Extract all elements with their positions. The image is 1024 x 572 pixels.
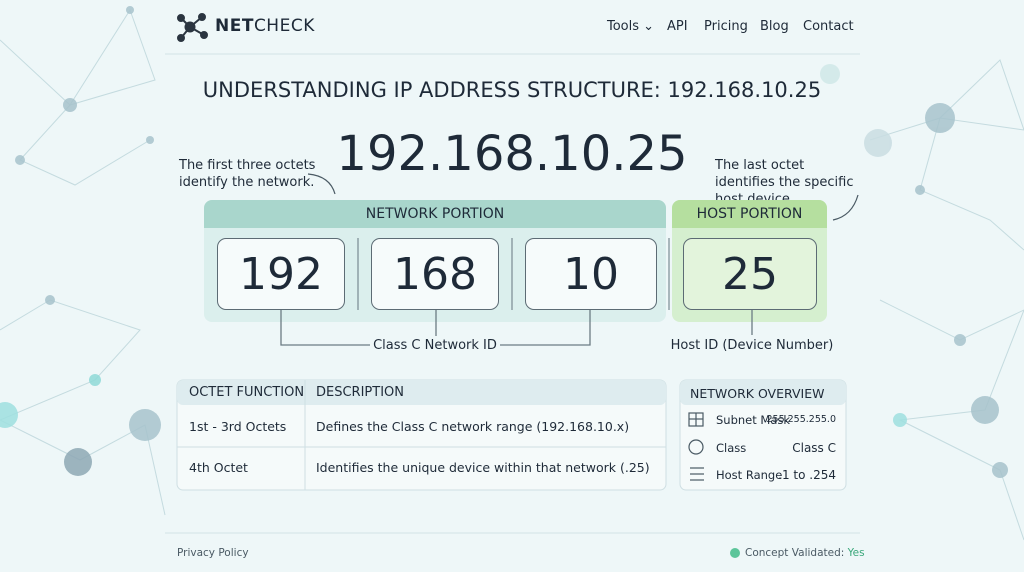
- table-cell: Identifies the unique device within that…: [316, 460, 650, 475]
- overview-label: Class: [716, 441, 747, 455]
- nav-link[interactable]: API: [667, 19, 688, 34]
- nav-link[interactable]: Pricing: [704, 19, 748, 34]
- network-id-label: Class C Network ID: [373, 338, 497, 353]
- privacy-link[interactable]: Privacy Policy: [177, 547, 249, 559]
- table-header: DESCRIPTION: [316, 385, 404, 400]
- octet: 192: [217, 238, 345, 310]
- logo[interactable]: NETCHECK: [215, 16, 315, 36]
- overview-label: Subnet Mask: [716, 413, 791, 427]
- page-title: UNDERSTANDING IP ADDRESS STRUCTURE: 192.…: [202, 78, 822, 102]
- status-value: Yes: [847, 547, 865, 559]
- table-cell: Defines the Class C network range (192.1…: [316, 419, 630, 434]
- nav-link[interactable]: Tools ⌄: [607, 19, 655, 34]
- octet: 25: [683, 238, 817, 310]
- table-cell: 4th Octet: [189, 460, 248, 475]
- note-right: The last octet identifies the specific h…: [715, 158, 854, 207]
- octet: 10: [525, 238, 657, 310]
- ip-address: 192.168.10.25: [336, 126, 688, 182]
- host-portion-label: HOST PORTION: [672, 200, 827, 228]
- note-left: The first three octets identify the netw…: [179, 158, 316, 190]
- octet: 168: [371, 238, 499, 310]
- overview-value: 255.255.255.0: [766, 414, 836, 425]
- table-header: OCTET FUNCTION: [189, 385, 305, 400]
- table-cell: 1st - 3rd Octets: [189, 419, 287, 434]
- logo-rest: CHECK: [253, 16, 315, 36]
- nav-text: Tools: [607, 19, 640, 34]
- network-portion-label: NETWORK PORTION: [204, 200, 666, 228]
- nav-link[interactable]: Blog: [760, 19, 789, 34]
- status-label: Concept Validated:: [745, 547, 845, 559]
- overview-title: NETWORK OVERVIEW: [690, 386, 825, 401]
- logo-bold: NET: [215, 16, 254, 36]
- status: Concept Validated: Yes: [745, 547, 865, 559]
- overview-value: .1 to .254: [778, 468, 836, 482]
- nav-link[interactable]: Contact: [803, 19, 854, 34]
- overview-label: Host Range: [716, 468, 783, 482]
- overview-value: Class C: [792, 441, 836, 455]
- host-id-label: Host ID (Device Number): [670, 338, 834, 353]
